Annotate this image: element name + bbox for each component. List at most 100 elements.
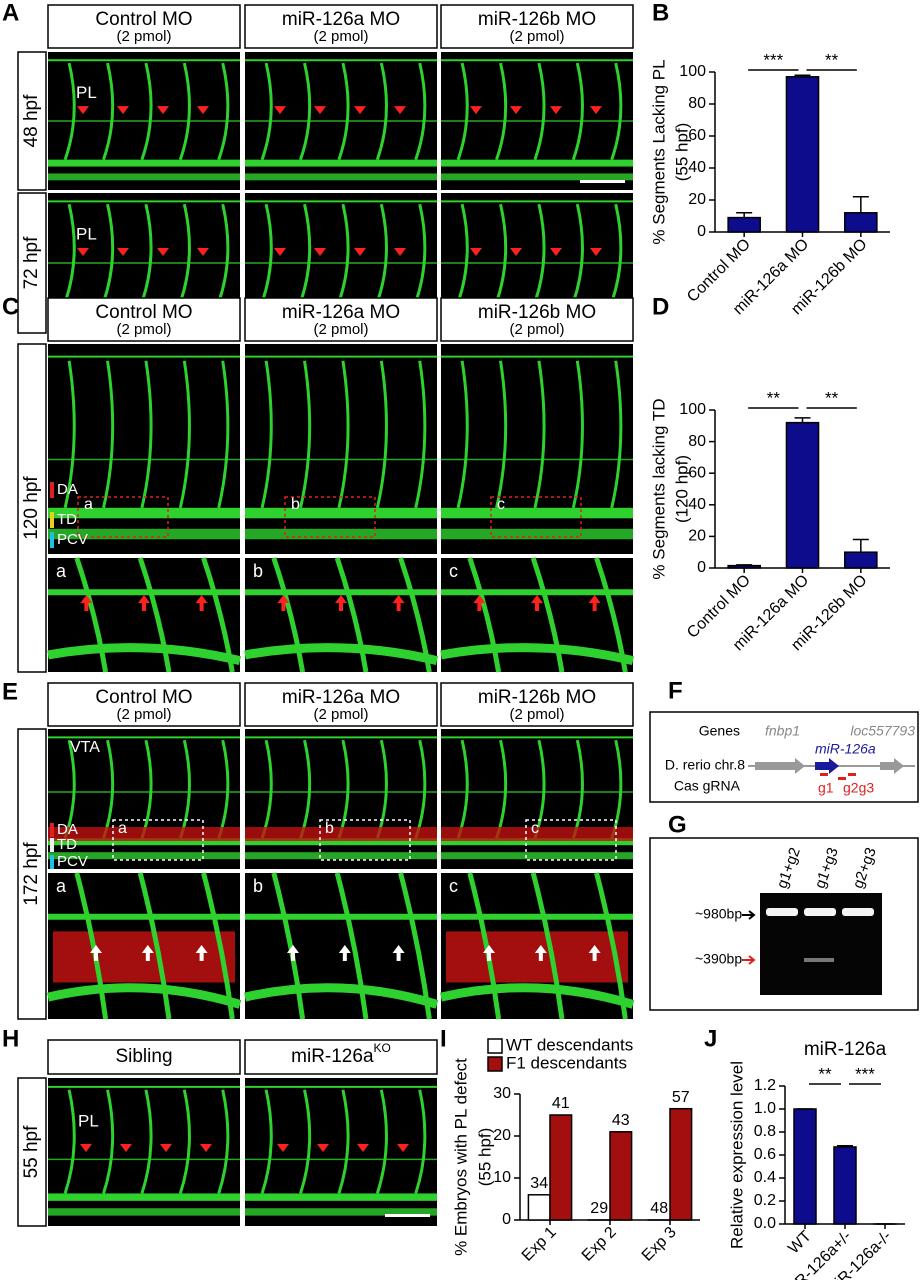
column-title: miR-126b MO [478,302,596,323]
inset-box [284,496,376,538]
vessel [244,983,439,1009]
arrow-marker [274,248,286,256]
arrow-marker [397,1144,409,1152]
column-title: Control MO [95,687,192,708]
vessel-marker [50,512,54,528]
vessel-band [245,159,437,167]
vessel [201,872,235,1020]
y-tick-label: 1.0 [754,1100,776,1117]
bar [793,1108,817,1225]
row-label: 72 hpf [21,236,42,290]
significance-label: ** [825,388,839,407]
error-bar [837,1145,853,1147]
gene-name: fnbp1 [765,723,800,739]
vessel [530,557,565,673]
vessel [299,62,312,161]
vessel [334,872,369,1020]
vessel [271,872,306,1020]
arrow-marker [314,106,326,115]
vessel [375,62,388,161]
y-tick-label: 30 [493,1085,511,1102]
inset-label: b [325,820,334,837]
gene-name: loc557793 [850,723,915,739]
column-title: miR-126a MO [282,687,400,708]
vessel [571,62,584,161]
column-title-sup: KO [374,1041,391,1055]
vessel [375,1089,388,1194]
inset-box [319,819,411,861]
vessel [456,360,469,509]
vessel [456,62,469,161]
inset-label: b [253,876,263,896]
row-label: 120 hpf [21,476,42,540]
legend-label: WT descendants [506,1035,633,1054]
vessel [495,62,508,161]
bar [609,1131,633,1221]
vessel [533,203,546,303]
arrow-marker [354,248,366,256]
vessel [47,983,242,1009]
column-title: miR-126aKO [291,1041,391,1067]
legend-label: F1 descendants [506,1053,627,1072]
y-tick-label: 20 [493,1127,511,1144]
micrograph [245,729,437,869]
vessel [47,643,242,665]
panel-letter: A [2,0,19,26]
panel-letter: B [652,0,669,26]
arrow-marker [277,1144,289,1152]
vessel [137,872,172,1020]
vessel-band [48,507,240,519]
scale-bar [580,180,625,183]
vessel-label: DA [57,821,78,838]
arrow-marker [197,248,209,256]
vessel-band [48,1208,240,1216]
arrow-marker [394,106,406,115]
arrow-marker [157,248,169,256]
y-axis-label: Relative expression level [727,1061,746,1249]
arrow-marker [338,945,351,961]
panel-letter: J [704,1025,717,1052]
vessel-label: TD [57,836,77,853]
y-tick-label: 80 [688,433,706,450]
inset-label: c [449,876,458,896]
vessel [414,203,427,303]
y-tick-label: 40 [688,496,706,513]
error-bar [736,212,753,218]
y-tick-label: 60 [688,127,706,144]
y-axis-label: (120 hpf) [672,455,691,523]
bar [669,1107,693,1221]
inset-label: c [449,561,458,581]
inset-label: a [84,496,93,513]
vessel [74,872,109,1020]
column-title: Sibling [115,1046,172,1067]
y-tick-label: 10 [493,1169,511,1186]
bar [844,212,878,233]
vessel [610,62,623,161]
column-header [47,4,241,49]
vessel [299,1089,312,1194]
row-label-box [17,51,47,191]
band-size: ~390bp [695,951,742,967]
error-bar [736,564,753,566]
vessel-marker [50,855,54,869]
vessel-band [48,1193,240,1201]
vessel [63,360,76,509]
arrow-marker [470,106,482,115]
arrow-marker [287,945,299,961]
micrograph [48,1078,240,1226]
vessel [337,1089,350,1194]
vessel-band [48,159,240,167]
vessel-band [245,507,437,519]
vessel [610,203,623,303]
gene-arrow [755,758,805,774]
vessel [102,62,115,161]
micrograph [245,1078,437,1226]
vessel [375,203,388,303]
vessel [178,1089,191,1194]
x-tick-label: Exp 3 [639,1224,680,1265]
red-signal [48,827,240,841]
arrow-marker [590,106,602,115]
vessel [398,872,432,1020]
column-header [244,297,438,342]
grna-label: g1 [818,780,834,796]
